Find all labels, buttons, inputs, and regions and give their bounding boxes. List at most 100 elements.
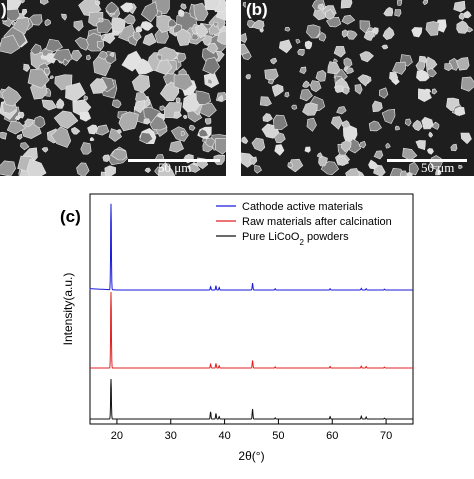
particle [26,158,47,176]
particle [120,2,134,13]
sem-image-b: (b) 50 μm [241,0,474,176]
particle [304,40,313,50]
particle [29,14,43,26]
sem-particles-a [0,0,226,176]
particle [169,140,184,153]
x-tick-label: 40 [218,430,230,442]
particle [333,46,346,58]
particle [287,162,294,169]
particle [73,20,84,32]
particle [450,143,458,152]
xrd-series-line [90,291,413,369]
particle [306,24,321,39]
xrd-chart: 20 30 40 50 60 70 2θ(°) Intensity(a.u.) (c) Catho… [0,190,474,474]
particle [65,82,86,102]
particle [30,43,42,55]
y-axis-label: Intensity(a.u.) [61,273,75,346]
particle [411,27,423,38]
particle [170,126,189,142]
particle [425,21,441,36]
particle [385,143,391,149]
particle [98,17,104,23]
particle [306,117,317,132]
particle [70,49,83,62]
particle [382,26,395,41]
particle [21,8,28,16]
particle [80,142,92,155]
particle [134,58,154,75]
particle [156,14,175,33]
particle [302,102,318,116]
particle [61,13,67,21]
particle [155,59,173,75]
particle [0,160,16,176]
particle [254,165,262,174]
particle [96,40,105,50]
particle [102,154,111,163]
particle [345,168,361,176]
legend-entry: Cathode active materials [242,201,364,213]
particle [458,164,463,170]
particle [444,63,453,71]
particle [44,67,51,76]
particle [205,137,215,148]
particle [44,18,52,27]
particle [216,30,226,45]
particle [241,152,257,168]
scale-bar-b [387,159,467,162]
particle [142,32,157,46]
particle [421,116,434,130]
particle [425,56,438,71]
particle [49,75,55,80]
particle [188,124,196,131]
particle [195,23,209,39]
particle [274,144,285,156]
particle [327,61,341,75]
particle [122,14,136,25]
particle [74,36,89,51]
particle [284,26,291,32]
particle [14,115,21,121]
particle [109,52,115,58]
particle [340,140,352,152]
particle [33,115,46,128]
particle [198,128,209,137]
particle [168,19,178,28]
particle [291,104,298,110]
scale-label-a: 50 μm [158,160,192,175]
particle [140,1,159,23]
particle [453,0,466,13]
particle [116,129,122,134]
particle [454,107,466,116]
particle [359,51,374,63]
particle [368,159,379,170]
particle [341,29,349,38]
particle [180,3,187,10]
particle [24,118,34,127]
particle [270,57,278,65]
particle [139,132,154,145]
particle [89,78,108,94]
particle [186,163,201,173]
particle [23,63,31,72]
particle [325,16,342,28]
xrd-series-line [90,378,413,420]
particle [399,170,408,176]
particle [71,126,81,135]
particle [45,38,64,52]
plot-frame [89,193,414,425]
particle [358,140,367,149]
particle [105,1,119,14]
particle [368,120,382,132]
particle [140,21,154,31]
particle [466,26,474,33]
particle [177,9,185,17]
particle [204,0,220,11]
particle [259,96,272,107]
particle [191,33,199,41]
particle [173,74,194,91]
particle [202,57,220,76]
particle [175,28,191,47]
particle [214,137,226,155]
particle [460,132,472,145]
